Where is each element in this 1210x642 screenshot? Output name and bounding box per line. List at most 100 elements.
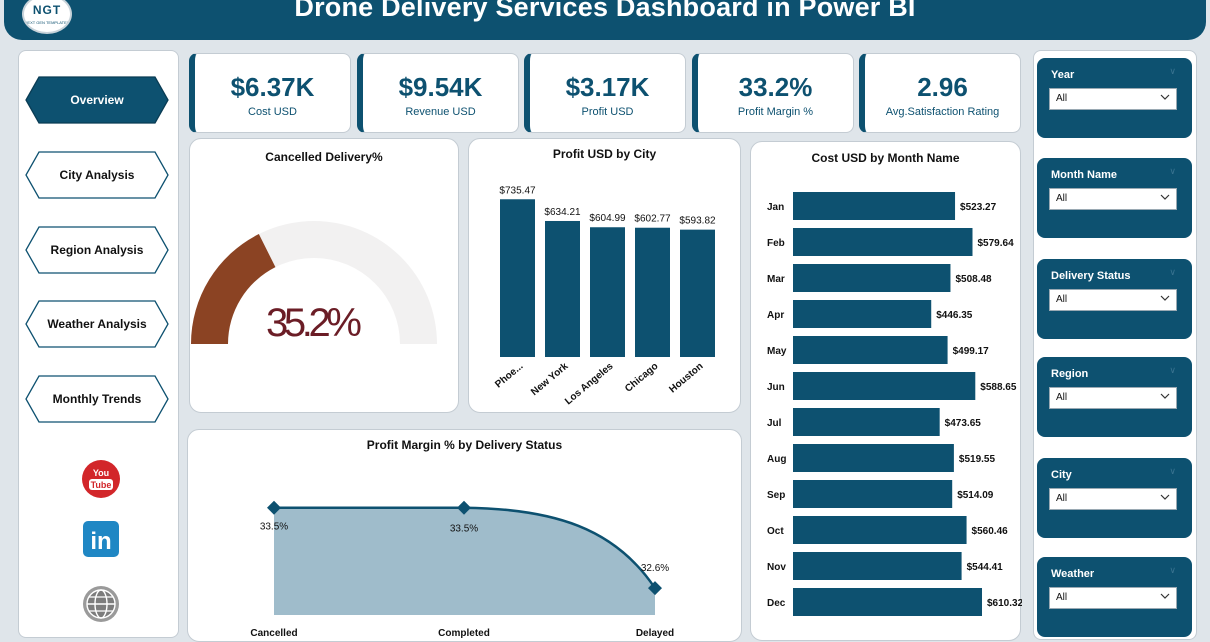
month-bar-data-label: $523.27 <box>960 202 997 213</box>
month-bar-data-label: $588.65 <box>980 382 1017 393</box>
month-bar-data-label: $519.55 <box>959 454 996 465</box>
slicer-dropdown-year[interactable]: All <box>1049 88 1177 110</box>
slicer-year: Year ∨ All <box>1037 58 1192 138</box>
city-bar-data-label: $735.47 <box>499 185 536 196</box>
margin-point-data-label: 33.5% <box>450 524 478 535</box>
profit-by-city-card: Profit USD by City $735.47 Phoe... $634.21… <box>468 138 741 413</box>
city-axis-tick-label: New York <box>529 361 571 398</box>
kpi-card-cost-usd: $6.37K Cost USD <box>189 53 351 133</box>
nav-button-label: Monthly Trends <box>52 392 142 406</box>
kpi-label: Cost USD <box>248 106 297 118</box>
nav-button-overview[interactable]: Overview <box>25 76 169 124</box>
month-bar-data-label: $610.32 <box>987 598 1022 609</box>
month-bar-aug[interactable] <box>793 444 954 472</box>
month-axis-tick-label: Nov <box>767 562 786 573</box>
nav-button-label: Region Analysis <box>50 243 144 257</box>
slicer-collapse-chevron-icon[interactable]: ∨ <box>1169 66 1176 76</box>
company-logo: NGT NEXT GEN TEMPLATES <box>22 0 72 34</box>
month-bar-jun[interactable] <box>793 372 976 400</box>
slicer-collapse-chevron-icon[interactable]: ∨ <box>1169 166 1176 176</box>
month-axis-tick-label: Sep <box>767 490 785 501</box>
kpi-label: Revenue USD <box>405 106 476 118</box>
city-bar-houston[interactable] <box>680 229 715 357</box>
profit-margin-by-status-chart[interactable]: 33.5% Cancelled 33.5% Completed 32.6% Delayed <box>188 438 743 642</box>
slicer-selected-value: All <box>1056 392 1068 403</box>
slicer-dropdown-month-name[interactable]: All <box>1049 188 1177 210</box>
page-title: Drone Delivery Services Dashboard in Pow… <box>294 0 916 22</box>
nav-button-region-analysis[interactable]: Region Analysis <box>25 226 169 274</box>
slicer-selected-value: All <box>1056 93 1068 104</box>
slicer-dropdown-weather[interactable]: All <box>1049 587 1177 609</box>
cancelled-delivery-gauge[interactable]: 35.2% <box>190 149 460 409</box>
margin-point-delayed[interactable] <box>648 581 662 596</box>
slicer-label: Region <box>1051 368 1089 380</box>
city-bar-data-label: $634.21 <box>544 207 581 218</box>
month-bar-jan[interactable] <box>793 192 956 220</box>
margin-axis-tick-label: Cancelled <box>250 628 297 639</box>
linkedin-text: in <box>90 528 111 555</box>
profit-by-city-chart[interactable]: $735.47 Phoe... $634.21 New York $604.99 Los … <box>469 164 742 414</box>
city-axis-tick-label: Houston <box>667 361 705 395</box>
kpi-value: $9.54K <box>398 72 483 102</box>
slicer-selected-value: All <box>1056 294 1068 305</box>
slicer-dropdown-region[interactable]: All <box>1049 387 1177 409</box>
logo-text: NGT <box>32 3 62 17</box>
margin-point-data-label: 33.5% <box>260 522 288 533</box>
nav-button-weather-analysis[interactable]: Weather Analysis <box>25 300 169 348</box>
chevron-down-icon <box>1160 94 1170 100</box>
month-bar-may[interactable] <box>793 336 948 364</box>
cost-by-month-card: Cost USD by Month Name Jan $523.27 Feb $579… <box>750 141 1022 642</box>
logo-subtext: NEXT GEN TEMPLATES <box>24 20 70 25</box>
slicer-label: City <box>1051 469 1072 481</box>
slicer-dropdown-delivery-status[interactable]: All <box>1049 289 1177 311</box>
slicer-selected-value: All <box>1056 493 1068 504</box>
chevron-down-icon <box>1160 593 1170 599</box>
kpi-label: Profit USD <box>581 106 634 118</box>
month-bar-oct[interactable] <box>793 516 967 544</box>
month-bar-sep[interactable] <box>793 480 953 508</box>
slicer-label: Year <box>1051 69 1075 81</box>
margin-point-completed[interactable] <box>457 500 471 515</box>
month-axis-tick-label: Aug <box>767 454 786 465</box>
nav-button-monthly-trends[interactable]: Monthly Trends <box>25 375 169 423</box>
cost-by-month-chart[interactable]: Jan $523.27 Feb $579.64 Mar $508.48 Apr $446.35… <box>751 167 1022 642</box>
month-bar-jul[interactable] <box>793 408 940 436</box>
gauge-fill <box>191 234 276 344</box>
slicer-collapse-chevron-icon[interactable]: ∨ <box>1169 565 1176 575</box>
month-bar-apr[interactable] <box>793 300 932 328</box>
city-bar-new-york[interactable] <box>545 220 580 357</box>
month-axis-tick-label: Feb <box>767 238 785 249</box>
linkedin-icon[interactable]: in <box>81 519 121 559</box>
city-bar-chicago[interactable] <box>635 227 670 357</box>
month-axis-tick-label: Jun <box>767 382 785 393</box>
city-axis-tick-label: Phoe... <box>493 361 525 391</box>
city-bar-los-angeles[interactable] <box>590 227 625 357</box>
slicer-dropdown-city[interactable]: All <box>1049 488 1177 510</box>
cost-by-month-title: Cost USD by Month Name <box>811 151 960 165</box>
city-bar-data-label: $604.99 <box>589 213 626 224</box>
profit-margin-by-status-title: Profit Margin % by Delivery Status <box>366 438 563 452</box>
city-bar-data-label: $602.77 <box>634 214 671 225</box>
kpi-value: $3.17K <box>565 72 650 102</box>
slicer-collapse-chevron-icon[interactable]: ∨ <box>1169 267 1176 277</box>
slicer-collapse-chevron-icon[interactable]: ∨ <box>1169 466 1176 476</box>
month-bar-data-label: $473.65 <box>945 418 982 429</box>
month-bar-mar[interactable] <box>793 264 951 292</box>
nav-button-city-analysis[interactable]: City Analysis <box>25 151 169 199</box>
month-bar-data-label: $514.09 <box>957 490 994 501</box>
kpi-card-profit-usd: $3.17K Profit USD <box>524 53 686 133</box>
slicer-collapse-chevron-icon[interactable]: ∨ <box>1169 365 1176 375</box>
youtube-text-tube: Tube <box>91 480 112 490</box>
margin-point-cancelled[interactable] <box>267 500 281 515</box>
slicer-selected-value: All <box>1056 592 1068 603</box>
youtube-icon[interactable]: You Tube <box>81 459 121 499</box>
month-bar-nov[interactable] <box>793 552 962 580</box>
website-globe-icon[interactable] <box>81 584 121 624</box>
city-bar-phoe[interactable] <box>500 199 535 357</box>
slicer-label: Month Name <box>1051 169 1117 181</box>
month-bar-feb[interactable] <box>793 228 973 256</box>
filter-panel <box>1033 50 1197 640</box>
month-bar-dec[interactable] <box>793 588 983 616</box>
slicer-month-name: Month Name ∨ All <box>1037 158 1192 238</box>
kpi-value: $6.37K <box>230 72 315 102</box>
